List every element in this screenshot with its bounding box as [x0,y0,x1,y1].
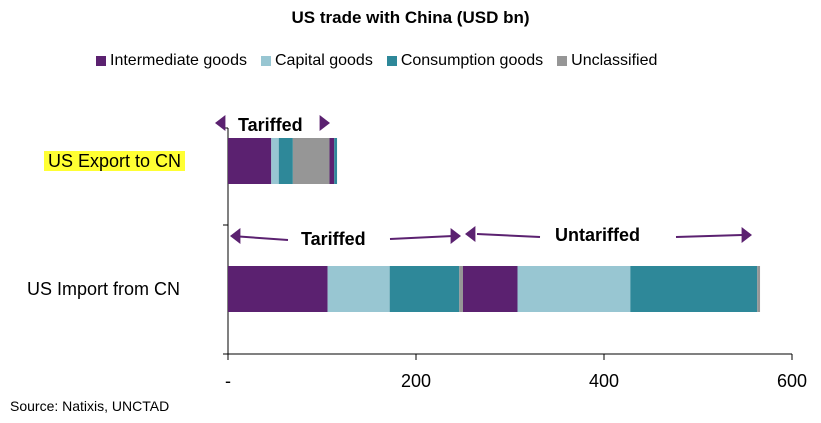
legend-label: Consumption goods [400,52,544,69]
bar-segment [228,266,328,312]
arrow-right-head [450,228,461,244]
bar-segment [329,138,335,184]
arrow-right-head [741,227,752,243]
bar-segment [459,266,463,312]
bar-segment [334,138,338,184]
arrow-right-shaft [389,235,454,240]
legend-swatch [386,56,397,66]
legend-label: Capital goods [274,52,373,69]
bar-segment [463,266,518,312]
legend-item-unclassified: Unclassified [557,52,657,70]
legend-swatch [260,56,271,66]
x-tick-label: 400 [588,371,620,391]
bar-segment [327,266,390,312]
arrow-left-shaft [476,233,541,238]
bar-segment [757,266,761,312]
bar-segment [292,138,330,184]
arrow-right-head [319,115,330,131]
arrow-left-head [230,228,241,244]
legend-item-consumption-goods: Consumption goods [386,52,544,70]
bar-segment [271,138,279,184]
x-tick-label: 600 [776,371,808,391]
chart-title: US trade with China (USD bn) [291,8,530,27]
annotation-tariffed-import: Tariffed [301,229,366,249]
x-tick-label: - [225,371,231,391]
x-tick-label: 200 [400,371,432,391]
annotation-tariffed-export: Tariffed [238,115,303,135]
arrow-left-head [465,226,476,242]
legend-label: Unclassified [571,52,658,69]
legend-label: Intermediate goods [110,52,247,69]
category-label-export: US Export to CN [44,151,186,172]
bar-segment [389,266,460,312]
annotation-untariffed-import: Untariffed [555,225,640,245]
legend-item-intermediate-goods: Intermediate goods [96,52,247,70]
bar-segment [630,266,758,312]
chart-legend: Intermediate goods Capital goods Consump… [96,52,657,70]
legend-swatch [96,56,106,66]
highlighted-category-label: US Export to CN [44,151,186,171]
source-note: Source: Natixis, UNCTAD [10,398,170,414]
arrow-left-shaft [231,235,289,241]
bar-segment [517,266,631,312]
bar-segment [228,138,272,184]
arrow-left-head [215,115,226,131]
bar-segment [278,138,293,184]
category-label-import: US Import from CN [27,279,181,299]
arrow-right-shaft [675,234,743,238]
legend-item-capital-goods: Capital goods [260,52,373,70]
legend-swatch [557,56,568,66]
